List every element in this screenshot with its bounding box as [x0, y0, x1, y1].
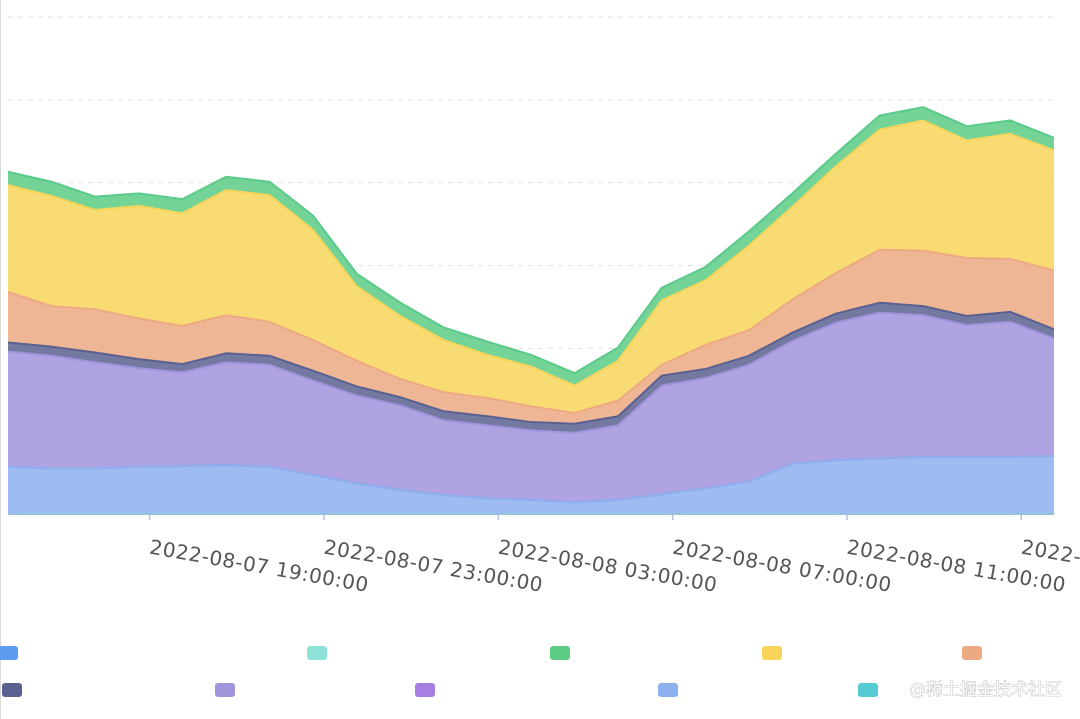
legend-swatch	[762, 646, 782, 660]
areas	[8, 107, 1054, 514]
legend-swatch	[215, 683, 235, 697]
legend-swatch	[0, 646, 18, 660]
area	[8, 302, 1054, 433]
series-line	[7, 311, 1055, 434]
legend-swatch	[550, 646, 570, 660]
area	[8, 312, 1054, 503]
legend-swatch	[962, 646, 982, 660]
series-line	[7, 106, 1055, 375]
series-line	[7, 455, 1055, 504]
area	[8, 249, 1054, 424]
watermark: @稀土掘金技术社区	[909, 680, 1062, 700]
legend-swatch	[307, 646, 327, 660]
legend-swatch	[415, 683, 435, 697]
legend-swatch	[658, 683, 678, 697]
series-line	[7, 119, 1055, 387]
legend-swatch	[2, 683, 22, 697]
area	[8, 456, 1054, 514]
series-line	[7, 301, 1055, 425]
series-line	[7, 248, 1055, 414]
legend	[0, 646, 982, 697]
legend-swatch	[858, 683, 878, 697]
area	[8, 120, 1054, 413]
